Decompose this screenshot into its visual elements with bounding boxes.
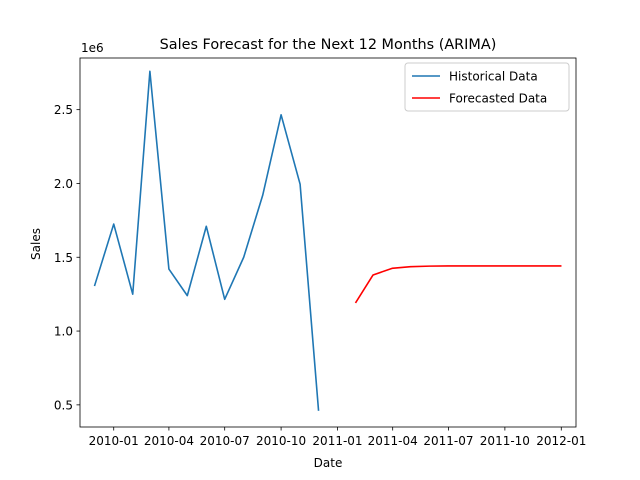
x-tick-label: 2012-01 [536, 434, 586, 448]
x-tick-label: 2011-04 [368, 434, 418, 448]
x-tick-label: 2010-10 [256, 434, 306, 448]
x-tick-label: 2010-01 [89, 434, 139, 448]
historical-data-line [93, 70, 320, 411]
y-tick-label: 1.0 [54, 325, 73, 339]
y-axis-label: Sales [29, 228, 43, 260]
historical-data-legend-label: Historical Data [449, 70, 538, 84]
series-lines [93, 70, 562, 411]
x-tick-label: 2011-07 [423, 434, 473, 448]
x-tick-label: 2011-01 [312, 434, 362, 448]
forecasted-data-legend-label: Forecasted Data [449, 92, 547, 106]
y-tick-label: 2.5 [54, 103, 73, 117]
legend-box [404, 62, 570, 112]
x-tick-label: 2010-07 [200, 434, 250, 448]
plot-frame [79, 57, 577, 428]
y-offset-text: 1e6 [81, 41, 104, 55]
y-tick-label: 2.0 [54, 177, 73, 191]
x-tick-label: 2011-10 [480, 434, 530, 448]
axes: 2010-01 2010-04 2010-07 2010-10 2011-01 2011-… [54, 57, 586, 448]
x-axis-label: Date [314, 456, 343, 470]
forecasted-data-line [354, 265, 562, 304]
legend: Historical Data Forecasted Data [404, 62, 570, 112]
y-tick-label: 0.5 [54, 398, 73, 412]
chart-title: Sales Forecast for the Next 12 Months (A… [160, 37, 497, 53]
y-tick-label: 1.5 [54, 251, 73, 265]
x-tick-label: 2010-04 [144, 434, 194, 448]
